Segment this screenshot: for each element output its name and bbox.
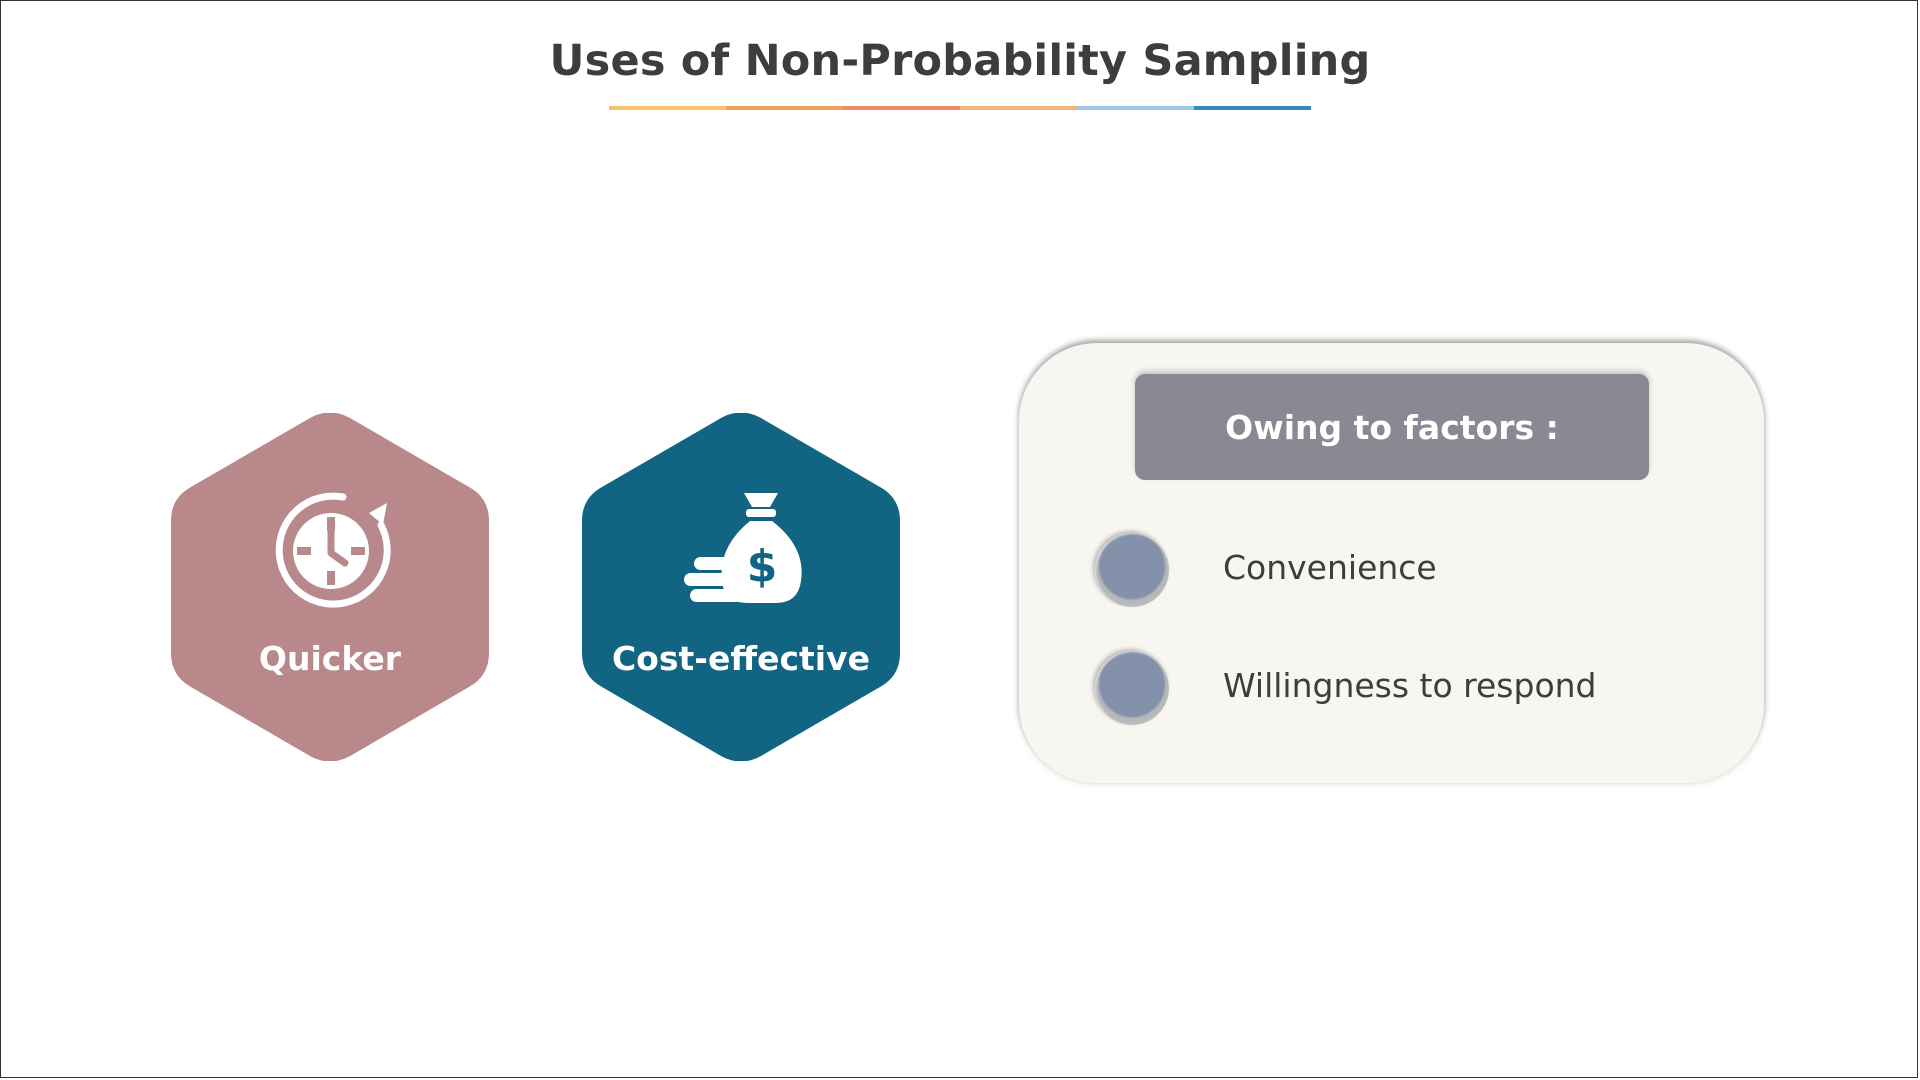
bullet-circle bbox=[1095, 533, 1169, 607]
benefit-cost-effective: $ Cost-effective bbox=[582, 413, 900, 761]
underline-segment-6 bbox=[1194, 106, 1311, 110]
underline-segment-4 bbox=[960, 106, 1077, 110]
clock-refresh-icon bbox=[171, 485, 489, 615]
title-underline bbox=[609, 106, 1311, 110]
svg-text:$: $ bbox=[747, 541, 778, 592]
benefit-quicker: Quicker bbox=[171, 413, 489, 761]
underline-segment-2 bbox=[726, 106, 843, 110]
benefit-label: Cost-effective bbox=[611, 639, 871, 678]
underline-segment-1 bbox=[609, 106, 726, 110]
factors-header: Owing to factors : bbox=[1135, 374, 1649, 480]
factor-item-willingness: Willingness to respond bbox=[1223, 666, 1597, 705]
bullet-circle bbox=[1095, 651, 1169, 725]
page-title: Uses of Non-Probability Sampling bbox=[549, 36, 1371, 86]
benefit-label: Quicker bbox=[258, 639, 402, 678]
underline-segment-3 bbox=[843, 106, 960, 110]
money-bag-icon: $ bbox=[582, 485, 900, 615]
underline-segment-5 bbox=[1077, 106, 1194, 110]
factor-item-convenience: Convenience bbox=[1223, 548, 1437, 587]
